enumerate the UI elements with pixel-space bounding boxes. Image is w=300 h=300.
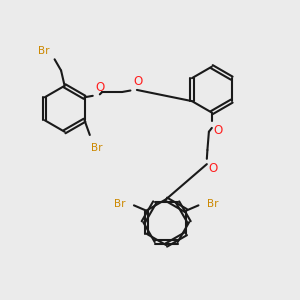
Text: O: O xyxy=(208,162,218,175)
Text: Br: Br xyxy=(207,199,219,209)
Text: Br: Br xyxy=(91,143,103,153)
Text: Br: Br xyxy=(38,46,49,56)
Text: O: O xyxy=(213,124,223,137)
Text: Br: Br xyxy=(114,199,125,209)
Text: O: O xyxy=(134,75,142,88)
Text: O: O xyxy=(96,81,105,94)
